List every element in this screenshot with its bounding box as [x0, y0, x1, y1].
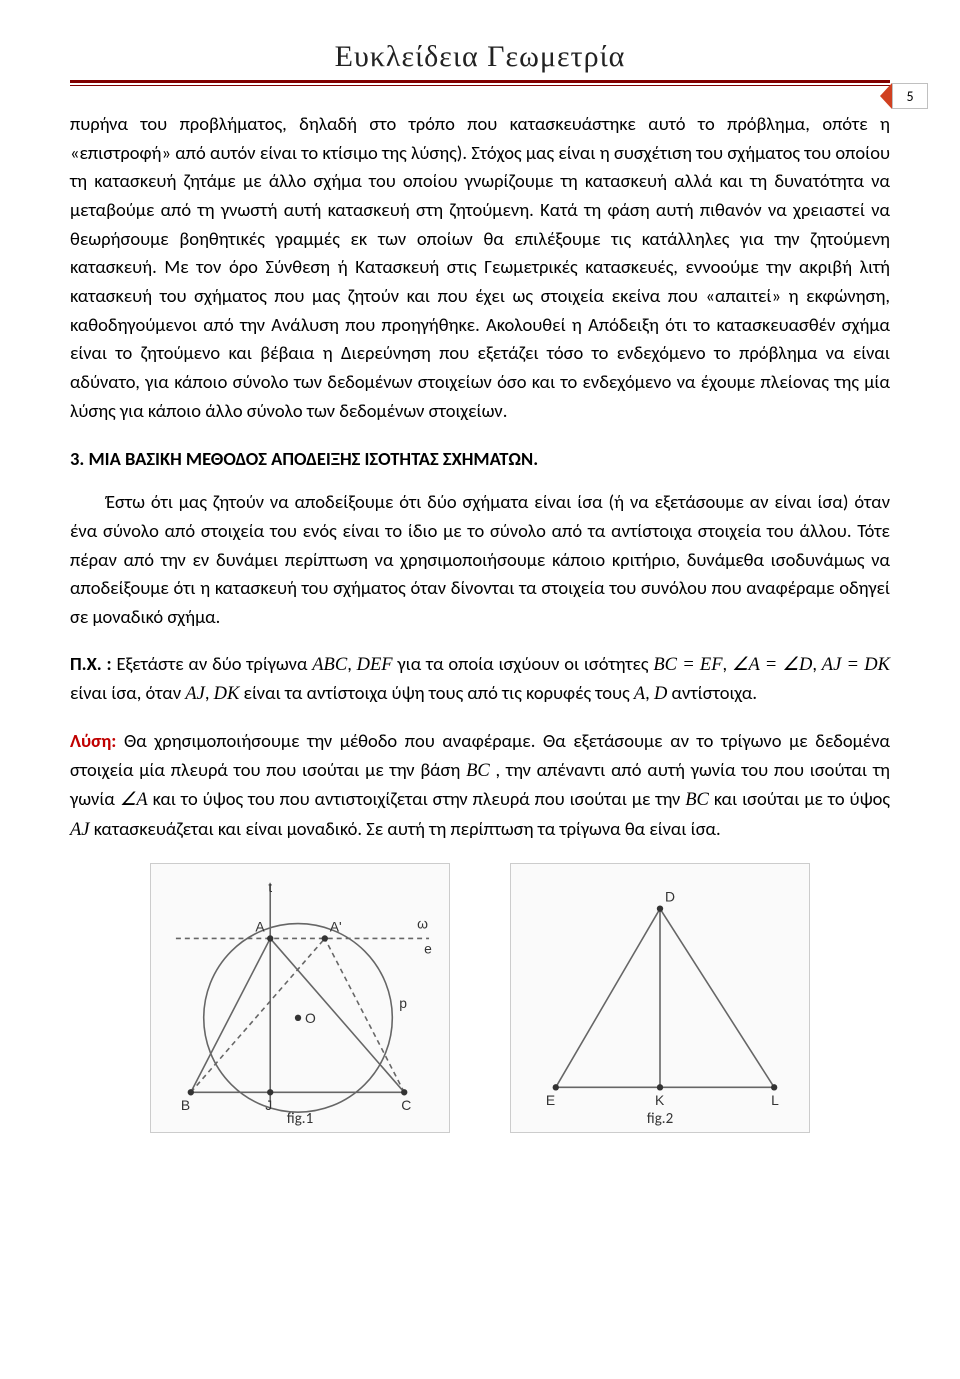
figure-1-caption: fig.1 — [287, 1110, 313, 1128]
sep: , — [645, 681, 654, 704]
sep: , — [205, 681, 214, 704]
example-text-1: Εξετάστε αν δύο τρίγωνα — [116, 652, 312, 675]
math-dk: DK — [214, 684, 240, 704]
header-rule-thin — [70, 85, 890, 86]
example-text-3: είναι ίσα, όταν — [70, 681, 185, 704]
math-def: DEF — [357, 655, 393, 675]
label-J: J — [265, 1097, 272, 1113]
page-number: 5 — [892, 83, 928, 109]
math-angle-a-d: ∠A = ∠D — [732, 655, 812, 675]
figure-2: D E K L fig.2 — [510, 863, 810, 1133]
tab-arrow-icon — [880, 83, 892, 109]
label-D: D — [665, 888, 675, 904]
label-p: p — [399, 995, 407, 1011]
label-E: E — [546, 1092, 555, 1108]
page-title: Ευκλείδεια Γεωμετρία — [70, 40, 890, 74]
solution-text-5: κατασκευάζεται και είναι μοναδικό. Σε αυ… — [94, 817, 721, 840]
figure-2-caption: fig.2 — [647, 1110, 673, 1128]
figure-1-svg: t ω e A A' O p B J C — [151, 864, 449, 1132]
example-label: Π.Χ. : — [70, 652, 112, 675]
math-a: A — [634, 684, 645, 704]
solution-paragraph: Λύση: Θα χρησιμοποιήσουμε την μέθοδο που… — [70, 727, 890, 845]
figure-2-svg: D E K L — [511, 864, 809, 1132]
paragraph-2: Έστω ότι μας ζητούν να αποδείξουμε ότι δ… — [70, 488, 890, 631]
label-e: e — [424, 940, 432, 956]
example-text-4: είναι τα αντίστοιχα ύψη τους από τις κορ… — [244, 681, 634, 704]
math-bc-1: BC — [466, 761, 490, 781]
sep: , — [347, 652, 356, 675]
solution-text-3: και το ύψος του που αντιστοιχίζεται στην… — [153, 787, 686, 810]
label-A: A — [255, 918, 265, 934]
solution-label: Λύση: — [70, 729, 116, 752]
math-aj-2: AJ — [70, 820, 90, 840]
label-A2: A' — [330, 918, 342, 934]
sep: , — [812, 652, 821, 675]
section-heading: 3. ΜΙΑ ΒΑΣΙΚΗ ΜΕΘΟΔΟΣ ΑΠΟΔΕΙΞΗΣ ΙΣΟΤΗΤΑΣ… — [70, 447, 890, 470]
label-t: t — [268, 879, 272, 895]
figures-row: t ω e A A' O p B J C fig.1 — [70, 863, 890, 1133]
math-aj-dk: AJ = DK — [822, 655, 890, 675]
label-L: L — [771, 1092, 779, 1108]
solution-text-4: και ισούται με το ύψος — [714, 787, 890, 810]
label-O: O — [305, 1010, 316, 1026]
math-d: D — [654, 684, 667, 704]
document-page: Ευκλείδεια Γεωμετρία 5 πυρήνα του προβλή… — [0, 0, 960, 1153]
label-K: K — [655, 1092, 665, 1108]
math-angle-a: ∠A — [120, 790, 148, 810]
figure-1: t ω e A A' O p B J C fig.1 — [150, 863, 450, 1133]
example-text-2: για τα οποία ισχύουν οι ισότητες — [397, 652, 653, 675]
sep: , — [723, 652, 732, 675]
label-C: C — [401, 1097, 411, 1113]
math-bc-ef: BC = EF — [653, 655, 722, 675]
paragraph-1: πυρήνα του προβλήματος, δηλαδή στο τρόπο… — [70, 110, 890, 425]
page-number-tab: 5 — [880, 80, 930, 112]
math-aj: AJ — [185, 684, 205, 704]
math-abc: ABC — [312, 655, 347, 675]
header-rule-thick — [70, 80, 890, 83]
example-text-5: αντίστοιχα. — [672, 681, 757, 704]
math-bc-2: BC — [685, 790, 709, 810]
label-B: B — [181, 1097, 190, 1113]
example-paragraph: Π.Χ. : Εξετάστε αν δύο τρίγωνα ABC, DEF … — [70, 650, 890, 709]
label-omega: ω — [417, 915, 428, 931]
